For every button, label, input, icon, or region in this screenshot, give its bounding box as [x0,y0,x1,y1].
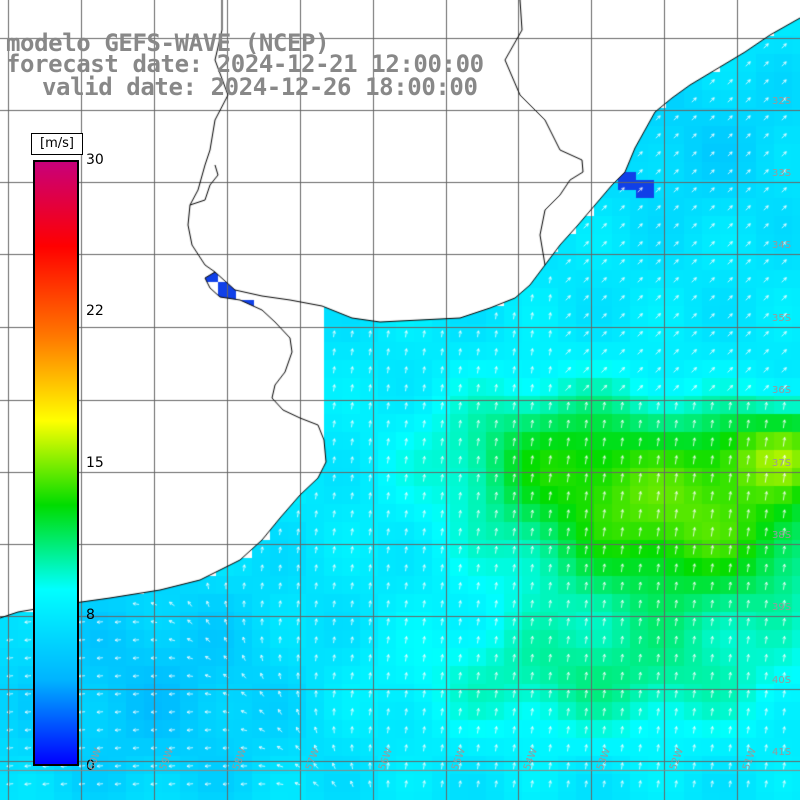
lat-label: 38S [772,530,792,541]
lat-label: 41S [772,747,792,758]
colorbar-tick-8: 8 [86,607,95,623]
colorbar-tick-0: 0 [86,758,95,774]
colorbar-tick-15: 15 [86,455,104,471]
colorbar [33,160,79,766]
lat-label: 32S [772,96,792,107]
lat-label: 34S [772,240,792,251]
colorbar-tick-30: 30 [86,152,104,168]
lat-label: 35S [772,313,792,324]
valid-date: valid date: 2024-12-26 18:00:00 [42,73,478,101]
colorbar-unit: [m/s] [31,133,83,155]
lat-label: 33S [772,168,792,179]
lat-label: 40S [772,675,792,686]
colorbar-tick-22: 22 [86,303,104,319]
model-title: modelo GEFS-WAVE (NCEP) [6,29,330,57]
lat-label: 37S [772,458,792,469]
lat-label: 36S [772,385,792,396]
forecast-date: forecast date: 2024-12-21 12:00:00 [6,50,484,78]
lat-label: 39S [772,602,792,613]
